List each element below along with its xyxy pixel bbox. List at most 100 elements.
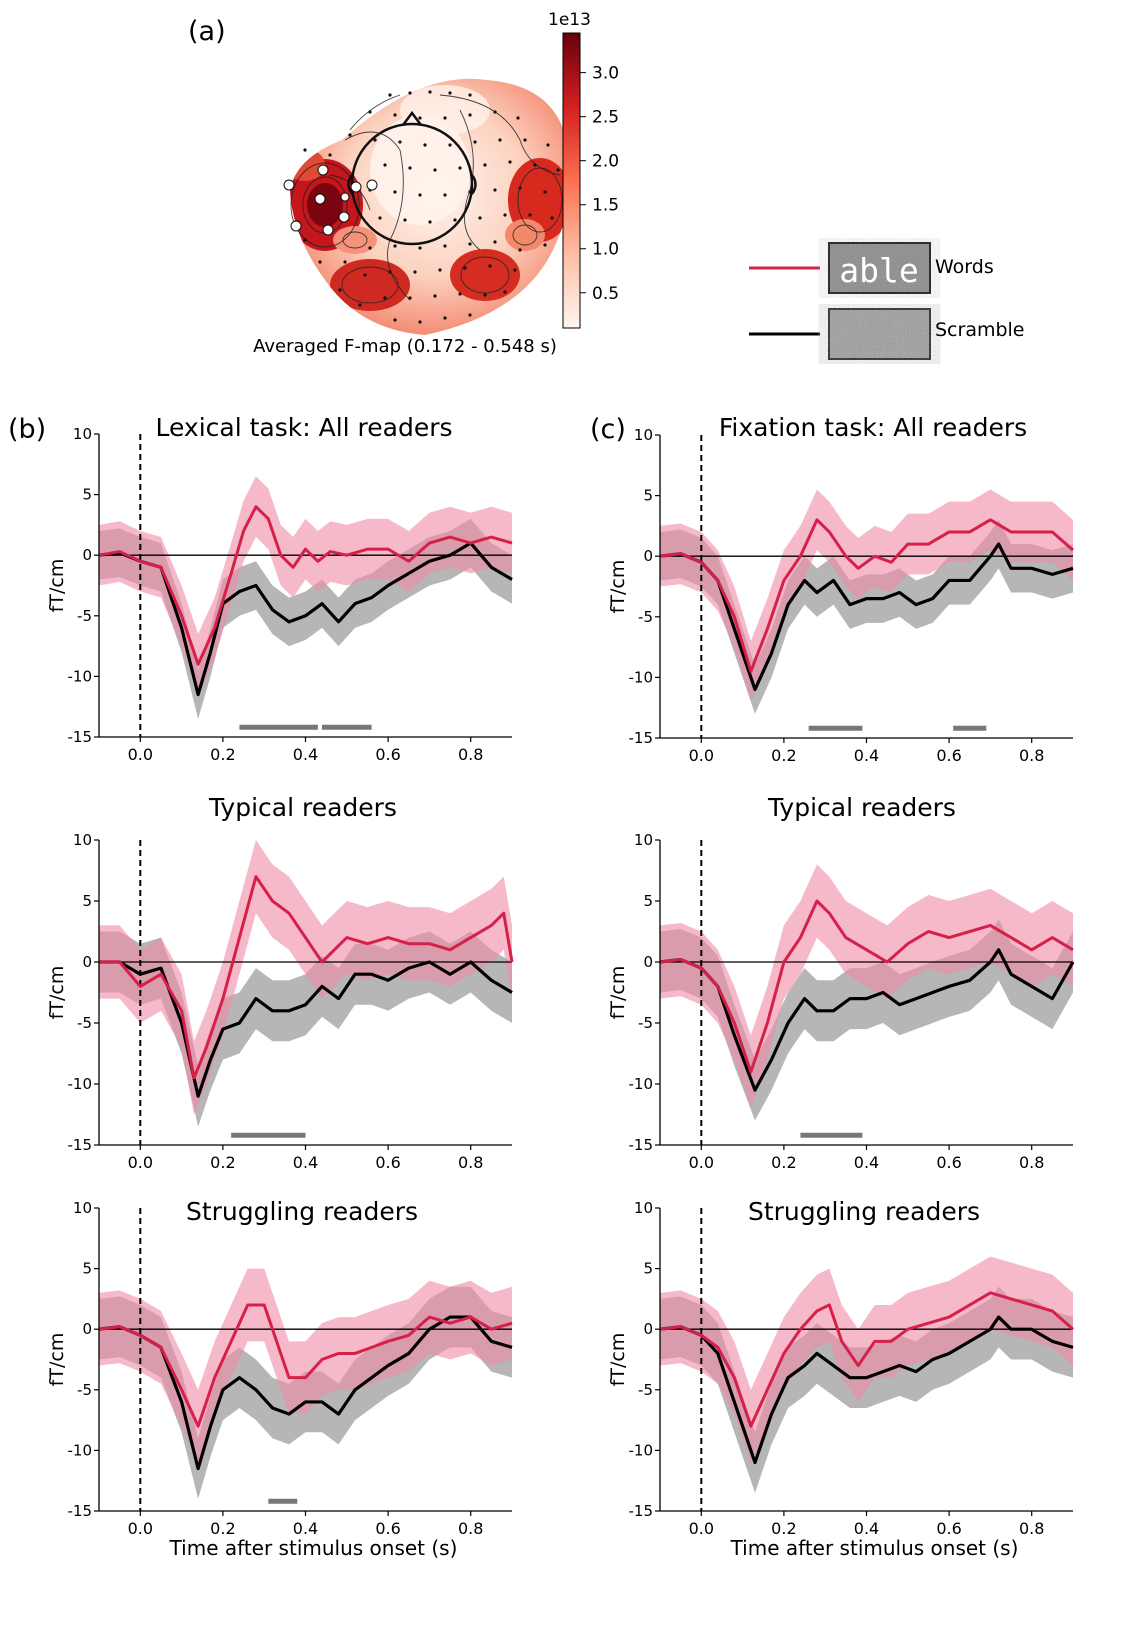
x-tick-label: 0.8 xyxy=(1019,746,1044,765)
x-tick-label: 0.8 xyxy=(1019,1153,1044,1172)
x-tick-label: 0.8 xyxy=(458,745,483,764)
x-tick-label: 0.2 xyxy=(771,746,796,765)
words-series-line xyxy=(99,875,514,1080)
x-tick-label: 0.8 xyxy=(458,1519,483,1538)
y-axis-label: fT/cm xyxy=(607,560,629,614)
y-tick-label: 0 xyxy=(82,546,92,564)
y-tick-label: -10 xyxy=(629,668,654,686)
words-confidence-band xyxy=(99,1268,512,1463)
y-tick-label: 10 xyxy=(634,426,653,444)
chart-title: Typical readers xyxy=(767,793,956,822)
y-tick-label: -15 xyxy=(68,1502,93,1520)
x-tick-label: 0.2 xyxy=(210,1153,235,1172)
y-tick-label: -15 xyxy=(629,1136,654,1154)
x-tick-label: 0.4 xyxy=(854,1519,879,1538)
y-tick-label: 10 xyxy=(634,831,653,849)
y-tick-label: -5 xyxy=(638,608,653,626)
colorbar-tick-label: 3.0 xyxy=(592,64,619,84)
colorbar-gradient xyxy=(562,32,581,329)
words-series-line xyxy=(98,505,513,666)
topomap: Averaged F-map (0.172 - 0.548 s) xyxy=(253,78,571,357)
y-tick-label: 10 xyxy=(73,1199,92,1217)
y-tick-label: 0 xyxy=(643,953,653,971)
x-tick-label: 0.6 xyxy=(936,746,961,765)
x-tick-label: 0.4 xyxy=(854,746,879,765)
y-axis-label: fT/cm xyxy=(607,966,629,1020)
chart-panel-c1: Fixation task: All readers 10 5 0 -5 -10 -15 0.… xyxy=(607,413,1074,765)
legend-words-label: Words xyxy=(935,256,994,278)
topo-caption: Averaged F-map (0.172 - 0.548 s) xyxy=(253,336,557,357)
y-axis-label: fT/cm xyxy=(46,966,68,1020)
panel-label-a: (a) xyxy=(188,16,226,47)
words-series-line xyxy=(659,1291,1074,1428)
x-tick-label: 0.6 xyxy=(375,745,400,764)
y-axis-label: fT/cm xyxy=(46,559,68,613)
y-tick-label: 5 xyxy=(643,487,653,505)
y-tick-label: 5 xyxy=(82,892,92,910)
x-tick-label: 0.6 xyxy=(936,1519,961,1538)
chart-panels: Lexical task: All readers 10 5 0 -5 -10 -15 0.0… xyxy=(46,413,1075,1560)
colorbar-exponent: 1e13 xyxy=(548,10,591,30)
scramble-series-line xyxy=(98,541,513,697)
colorbar-tick-label: 1.5 xyxy=(592,196,619,216)
y-axis-label: fT/cm xyxy=(607,1333,629,1387)
x-tick-label: 0.0 xyxy=(128,745,153,764)
words-confidence-band xyxy=(660,489,1073,702)
y-tick-label: -15 xyxy=(629,1502,654,1520)
words-confidence-band xyxy=(99,840,512,1115)
colorbar-tick-label: 0.5 xyxy=(592,284,619,304)
y-tick-label: 0 xyxy=(82,1320,92,1338)
legend: able Words Scramble xyxy=(749,242,1025,360)
y-tick-label: -10 xyxy=(629,1441,654,1459)
x-tick-label: 0.6 xyxy=(936,1153,961,1172)
colorbar-tick-label: 2.5 xyxy=(592,108,619,128)
y-tick-label: 5 xyxy=(82,1260,92,1278)
y-tick-label: -5 xyxy=(77,607,92,625)
scramble-series-line xyxy=(659,1315,1074,1465)
chart-panel-c2: Typical readers 10 5 0 -5 -10 -15 0.0 0.2 0.4 0.6 0… xyxy=(607,793,1075,1172)
y-tick-label: 0 xyxy=(82,953,92,971)
y-tick-label: -5 xyxy=(77,1014,92,1032)
x-tick-label: 0.0 xyxy=(689,1519,714,1538)
y-tick-label: -5 xyxy=(77,1381,92,1399)
words-series-line xyxy=(659,899,1074,1074)
y-tick-label: 0 xyxy=(643,1320,653,1338)
chart-title: Typical readers xyxy=(208,793,397,822)
panel-label-c: (c) xyxy=(590,414,626,445)
x-tick-label: 0.6 xyxy=(375,1519,400,1538)
x-tick-label: 0.0 xyxy=(128,1519,153,1538)
y-tick-label: -15 xyxy=(68,728,93,746)
y-axis-label: fT/cm xyxy=(46,1333,68,1387)
chart-title: Lexical task: All readers xyxy=(155,413,452,442)
y-tick-label: 0 xyxy=(643,547,653,565)
x-tick-label: 0.2 xyxy=(771,1519,796,1538)
y-tick-label: 5 xyxy=(643,1260,653,1278)
chart-panel-b2: Typical readers 10 5 0 -5 -10 -15 0.0 0.2 0.4 0.6 0… xyxy=(46,793,514,1172)
x-tick-label: 0.6 xyxy=(375,1153,400,1172)
chart-title: Struggling readers xyxy=(748,1197,980,1226)
chart-panel-c3: Struggling readers 10 5 0 -5 -10 -15 0.0 0.2 0.4 0… xyxy=(607,1197,1074,1560)
colorbar: 1e13 0.5 1.0 1.5 2.0 2.5 3.0 xyxy=(548,10,619,329)
topo-sensor-dots xyxy=(303,90,560,324)
y-tick-label: -15 xyxy=(629,729,654,747)
x-tick-label: 0.0 xyxy=(689,746,714,765)
topo-contours xyxy=(290,94,563,304)
words-confidence-band xyxy=(660,864,1073,1109)
x-tick-label: 0.0 xyxy=(128,1153,153,1172)
y-tick-label: 10 xyxy=(73,425,92,443)
chart-title: Fixation task: All readers xyxy=(719,413,1027,442)
chart-title: Struggling readers xyxy=(186,1197,418,1226)
x-axis-label: Time after stimulus onset (s) xyxy=(169,1536,458,1560)
x-tick-label: 0.2 xyxy=(210,745,235,764)
x-tick-label: 0.2 xyxy=(210,1519,235,1538)
words-stimulus-text: able xyxy=(839,251,918,290)
words-series-line xyxy=(659,518,1074,673)
x-tick-label: 0.4 xyxy=(854,1153,879,1172)
scramble-series-line xyxy=(659,542,1074,692)
chart-panel-b1: Lexical task: All readers 10 5 0 -5 -10 -15 0.0… xyxy=(46,413,513,764)
x-tick-label: 0.4 xyxy=(293,1519,318,1538)
scramble-series-line xyxy=(98,1315,513,1471)
x-tick-label: 0.0 xyxy=(689,1153,714,1172)
y-tick-label: -10 xyxy=(68,667,93,685)
